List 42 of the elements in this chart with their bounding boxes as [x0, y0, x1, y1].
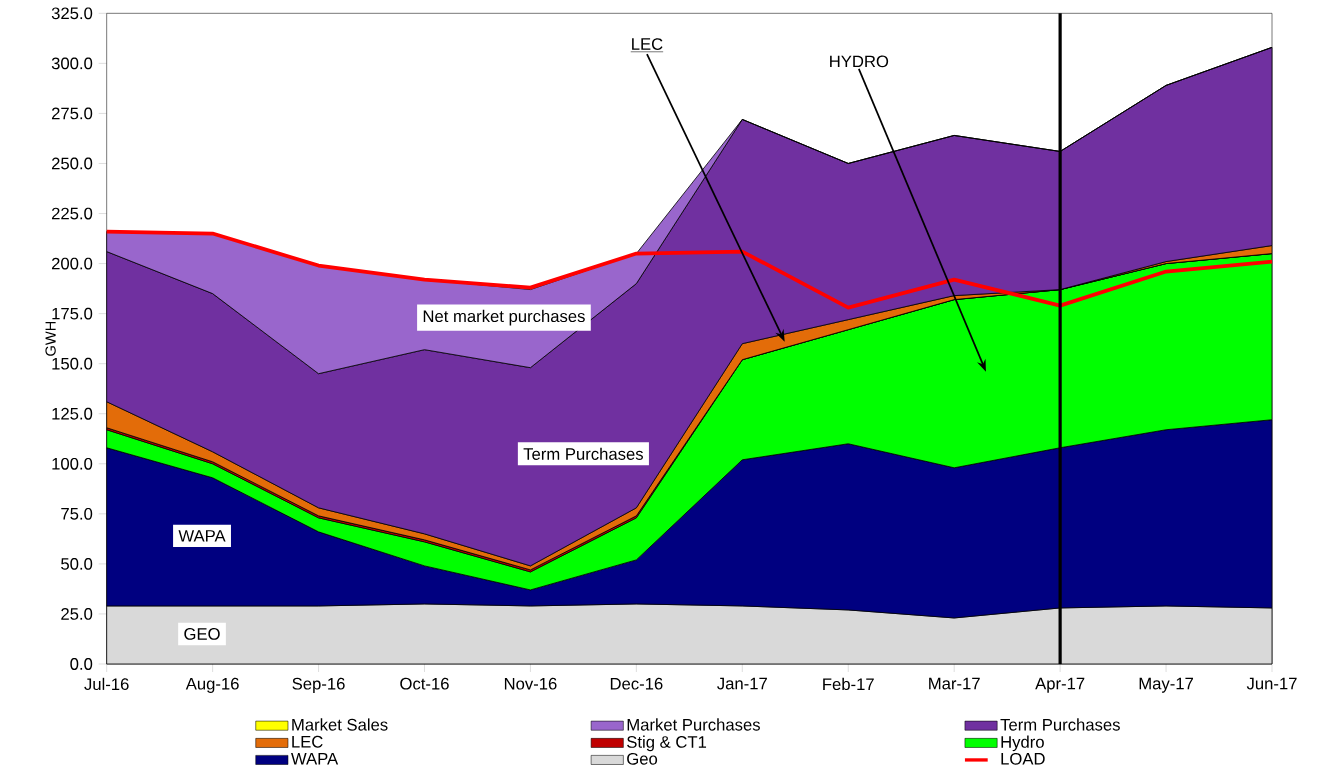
x-tick-label: Dec-16	[610, 677, 663, 690]
y-tick-label: 325.0	[51, 7, 93, 20]
y-tick-label: 100.0	[52, 457, 93, 470]
x-tick-label: Nov-16	[504, 677, 557, 690]
y-tick-label: 175.0	[52, 307, 93, 320]
x-tick-label: Apr-17	[1035, 677, 1085, 693]
annotation: HYDRO	[830, 55, 889, 68]
y-tick-label: 150.0	[52, 357, 93, 370]
annotation: Term Purchases	[523, 447, 643, 460]
x-tick-label: Feb-17	[823, 677, 874, 691]
legend-label: Market Sales	[292, 718, 388, 731]
x-tick-label: Jun-17	[1246, 677, 1297, 690]
legend-label: WAPA	[291, 752, 339, 765]
x-tick-label: Mar-17	[929, 677, 980, 690]
y-tick-label: 250.0	[51, 157, 93, 170]
annotation: WAPA	[178, 530, 226, 542]
legend-label: Market Purchases	[627, 718, 760, 731]
annotation: Net market purchases	[423, 309, 585, 326]
y-axis-title: GWH	[45, 321, 56, 356]
y-tick-label: 300.0	[51, 57, 93, 70]
legend-label: Stig & CT1	[627, 735, 707, 752]
x-tick-label: Jan-17	[717, 677, 767, 690]
legend-label: Geo	[627, 752, 658, 765]
legend-label: Hydro	[1001, 735, 1044, 752]
y-tick-label: 50.0	[61, 557, 93, 570]
legend-label: Term Purchases	[1000, 718, 1120, 731]
y-tick-label: 225.0	[51, 207, 93, 220]
y-tick-label: 0.0	[70, 658, 93, 670]
y-tick-label: 75.0	[61, 507, 93, 520]
y-tick-label: 200.0	[51, 257, 93, 270]
legend-label: LOAD	[1001, 752, 1045, 765]
x-tick-label: Oct-16	[400, 677, 449, 690]
y-tick-label: 275.0	[51, 107, 93, 120]
x-tick-label: Sep-16	[292, 677, 345, 693]
x-tick-label: Jul-16	[84, 677, 129, 691]
annotation: LEC	[632, 38, 663, 50]
annotation: GEO	[184, 628, 220, 640]
legend-label: LEC	[292, 735, 323, 748]
x-tick-label: May-17	[1139, 677, 1194, 693]
y-tick-label: 125.0	[52, 407, 93, 420]
y-tick-label: 25.0	[61, 608, 93, 620]
x-tick-label: Aug-16	[185, 677, 239, 693]
